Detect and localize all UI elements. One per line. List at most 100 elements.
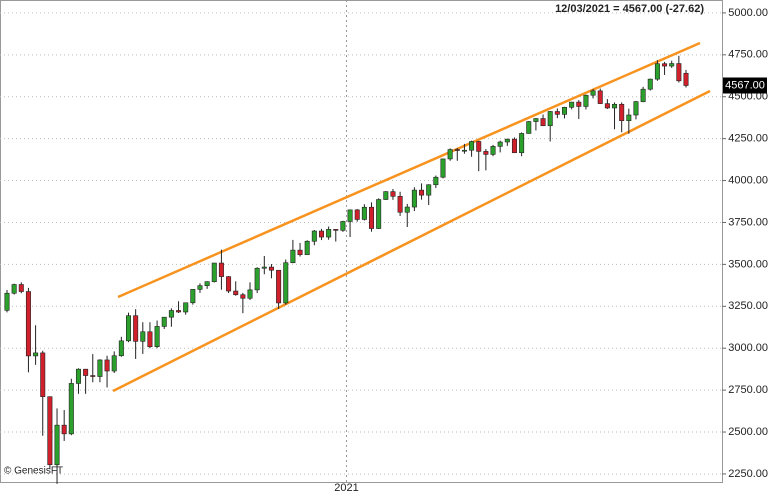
candle-body — [118, 340, 124, 357]
candle-body — [25, 291, 31, 357]
candle-body — [40, 352, 46, 397]
candle-body — [204, 281, 210, 286]
candle-body — [440, 158, 446, 178]
candle-body — [240, 294, 246, 299]
candle-body — [447, 149, 453, 160]
y-tick-label: 3750.00 — [728, 216, 768, 228]
candle-body — [433, 176, 439, 186]
candle-body — [597, 90, 603, 104]
candle-body — [140, 331, 146, 342]
candle-body — [490, 146, 496, 155]
y-tick-label: 3500.00 — [728, 258, 768, 270]
y-tick-label: 3000.00 — [728, 342, 768, 354]
y-tick-label: 4500.00 — [728, 91, 768, 103]
candle-body — [333, 229, 339, 231]
candle-body — [297, 249, 303, 255]
candle-body — [590, 90, 596, 96]
candle-body — [68, 383, 74, 435]
candle-body — [583, 94, 589, 107]
candle-body — [469, 141, 475, 151]
candle-body — [526, 121, 532, 134]
candle-body — [311, 230, 317, 242]
candle-body — [326, 229, 332, 238]
last-price-box — [723, 77, 767, 94]
candle-body — [354, 209, 360, 220]
candle-body — [233, 290, 239, 296]
candle-body — [11, 284, 17, 294]
candle-body — [268, 266, 274, 271]
candle-body — [133, 315, 139, 342]
header-quote: 12/03/2021 = 4567.00 (-27.62) — [555, 3, 704, 15]
candle-body — [404, 206, 410, 213]
candle-body — [75, 368, 81, 384]
candle-body — [619, 103, 625, 122]
candle-body — [369, 206, 375, 229]
candle-body — [626, 114, 632, 122]
x-tick-label: 2021 — [334, 482, 358, 492]
candle-body — [397, 196, 403, 213]
candle-body — [411, 189, 417, 208]
y-tick-label: 4250.00 — [728, 133, 768, 145]
candle-body — [318, 230, 324, 238]
candle-body — [476, 141, 482, 152]
candle-body — [383, 191, 389, 200]
candle-body — [654, 63, 660, 80]
candle-body — [633, 101, 639, 116]
candle-body — [511, 138, 517, 154]
candle-body — [126, 315, 132, 342]
candle-body — [254, 267, 260, 291]
candle-body — [33, 352, 39, 357]
y-tick-label: 4750.00 — [728, 49, 768, 61]
candle-body — [47, 396, 53, 466]
candle-body — [168, 310, 174, 318]
y-tick-label: 4000.00 — [728, 174, 768, 186]
y-tick-label: 2750.00 — [728, 384, 768, 396]
candle-body — [504, 138, 510, 143]
candle-body — [340, 221, 346, 231]
candle-body — [111, 355, 117, 372]
candle-body — [276, 269, 282, 304]
candle-body — [683, 72, 689, 86]
candle-body — [247, 289, 253, 299]
candle-body — [97, 359, 103, 377]
candle-body — [576, 101, 582, 107]
candle-body — [669, 63, 675, 67]
candle-body — [376, 199, 382, 229]
candle-body — [676, 63, 682, 82]
candle-body — [554, 111, 560, 115]
candle-body — [540, 118, 546, 127]
y-tick-label: 3250.00 — [728, 300, 768, 312]
candle-body — [211, 262, 217, 282]
lower-trend-line — [112, 89, 711, 393]
candle-body — [104, 359, 110, 372]
candle-body — [154, 326, 160, 348]
candle-body — [426, 184, 432, 196]
candle-body — [183, 302, 189, 313]
candle-body — [304, 240, 310, 255]
candle-body — [261, 266, 267, 269]
candle-body — [18, 284, 24, 292]
y-tick-label: 5000.00 — [728, 7, 768, 19]
candle-body — [161, 316, 167, 327]
candle-body — [483, 151, 489, 155]
candle-body — [4, 292, 10, 311]
candle-body — [647, 78, 653, 90]
last-price-label: 4567.00 — [725, 79, 765, 91]
candle-body — [547, 111, 553, 127]
candle-body — [218, 262, 224, 277]
candle-body — [519, 133, 525, 154]
candle-body — [197, 285, 203, 290]
candle-body — [461, 149, 467, 152]
candle-body — [561, 106, 567, 115]
candle-body — [390, 191, 396, 197]
watermark: © GenesisFT — [4, 466, 63, 477]
candle-body — [176, 310, 182, 313]
candle-body — [226, 276, 232, 292]
y-tick-label: 2500.00 — [728, 426, 768, 438]
candle-body — [283, 262, 289, 304]
candle-body — [640, 88, 646, 102]
candle-body — [662, 63, 668, 67]
candle-body — [147, 331, 153, 348]
candle-body — [533, 118, 539, 122]
